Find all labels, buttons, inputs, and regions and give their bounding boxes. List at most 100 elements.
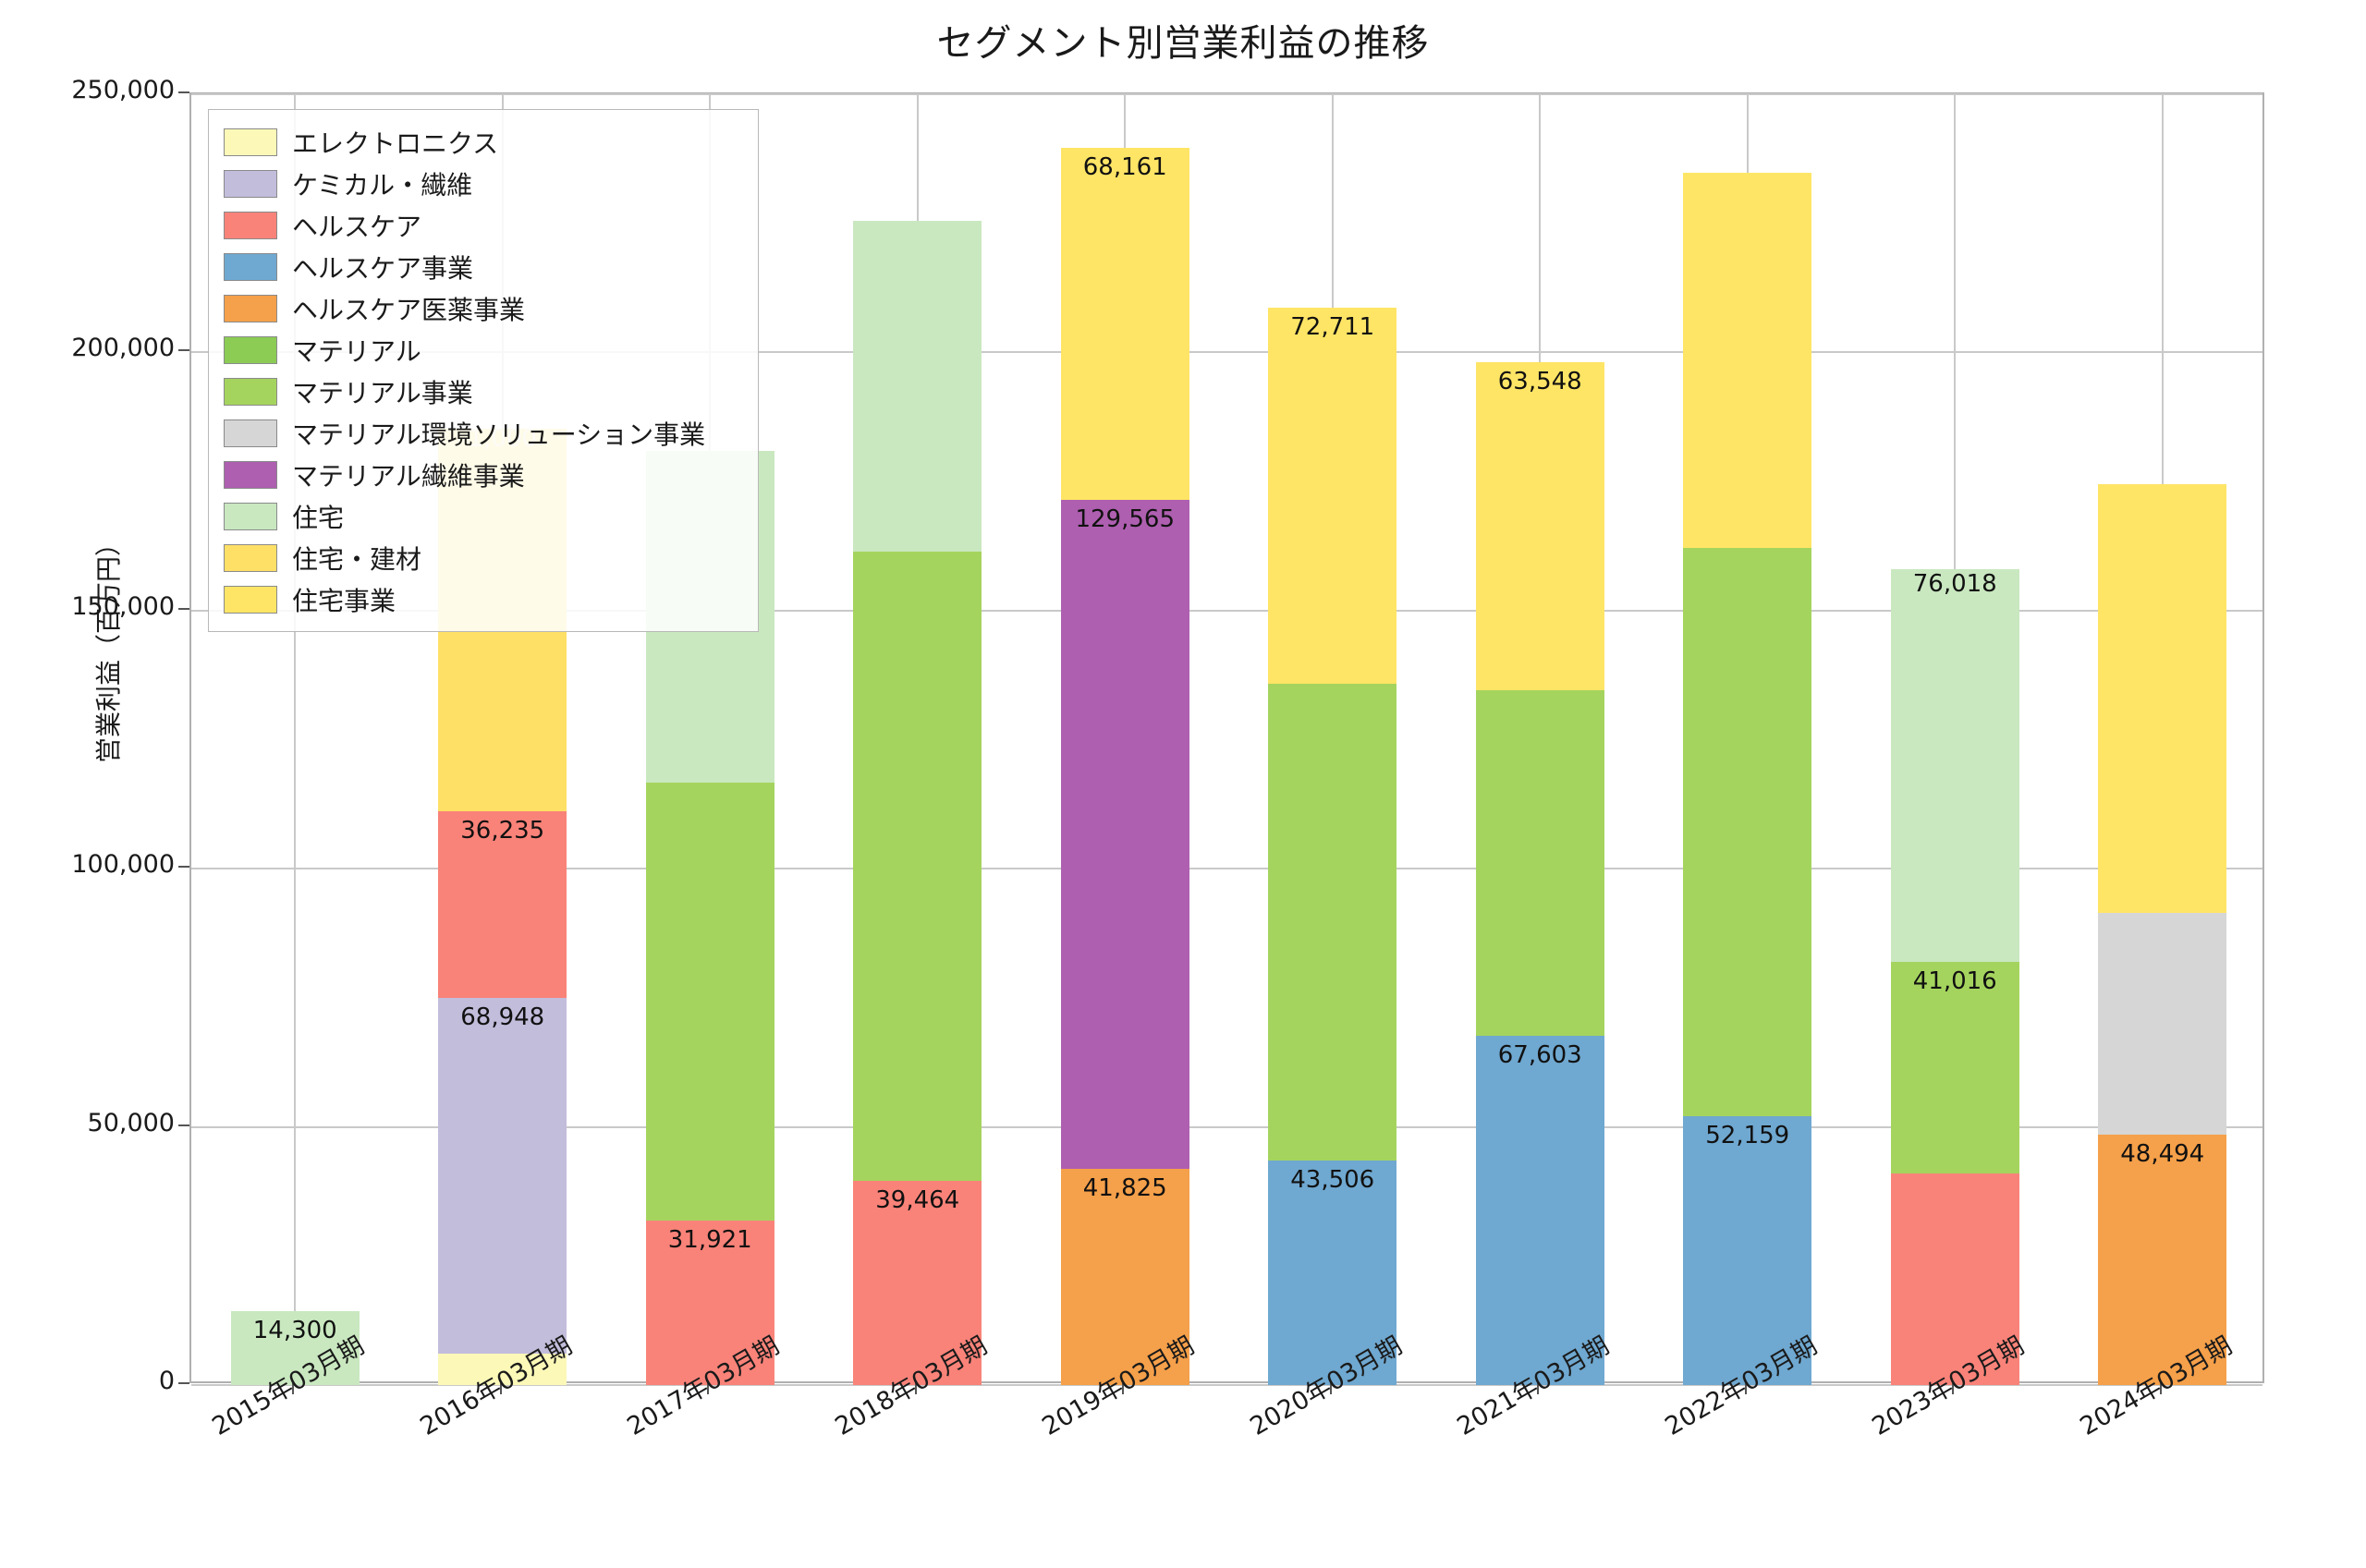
bar-segment	[1890, 1173, 2019, 1385]
bar-segment	[853, 1181, 982, 1385]
y-axis-tick-label: 250,000	[71, 76, 175, 104]
legend-item: 住宅	[224, 495, 743, 537]
bar-value-label: 14,300	[252, 1317, 337, 1345]
legend-item: マテリアル	[224, 329, 743, 371]
bar-value-label: 68,948	[460, 1003, 545, 1032]
bar-value-label: 63,548	[1497, 367, 1582, 395]
y-axis-tick-label: 150,000	[71, 591, 175, 621]
bar-segment	[1683, 1115, 1812, 1385]
legend-label: マテリアル繊維事業	[292, 460, 525, 492]
legend-swatch	[224, 169, 277, 198]
legend-label: 住宅・建材	[292, 543, 422, 575]
bar-value-label: 67,603	[1497, 1041, 1582, 1070]
bar-segment	[1890, 568, 2019, 962]
x-axis-tick	[1952, 1383, 1955, 1394]
legend-swatch	[224, 128, 277, 156]
bar-segment	[2098, 483, 2227, 913]
x-axis-tick	[914, 1383, 917, 1394]
legend-swatch	[224, 419, 277, 447]
y-axis-tick	[178, 349, 189, 352]
x-axis-tick	[707, 1383, 710, 1394]
legend-label: マテリアル	[292, 335, 421, 367]
gridline-horizontal	[191, 93, 2262, 95]
y-axis-tick	[178, 866, 189, 869]
plot-area: 14,3001,00036,23568,94831,92139,46468,16…	[189, 92, 2264, 1386]
bar-value-label: 129,565	[1075, 505, 1175, 534]
legend-swatch	[224, 377, 277, 406]
bar-segment	[2098, 1135, 2227, 1385]
legend-item: エレクトロニクス	[224, 121, 743, 163]
bar-segment	[438, 810, 567, 999]
y-axis-tick-label: 50,000	[87, 1108, 175, 1137]
bar-segment	[1060, 1169, 1189, 1385]
y-axis-tick-label: 200,000	[71, 334, 175, 363]
legend-label: 住宅事業	[292, 585, 396, 616]
legend-item: ケミカル・繊維	[224, 163, 743, 204]
bar-value-label: 43,506	[1290, 1165, 1375, 1194]
legend-item: ヘルスケア医薬事業	[224, 287, 743, 329]
bar-value-label: 41,825	[1082, 1174, 1167, 1203]
y-axis-tick	[178, 91, 189, 93]
legend-swatch	[224, 294, 277, 322]
bar-value-label: 36,235	[460, 816, 545, 845]
gridline-horizontal	[191, 609, 2262, 612]
legend-label: ケミカル・繊維	[292, 169, 473, 201]
legend: エレクトロニクス ケミカル・繊維 ヘルスケア ヘルスケア事業 ヘルスケア医薬事業 マテリア…	[208, 109, 759, 632]
bar-value-label: 68,161	[1082, 153, 1167, 182]
legend-swatch	[224, 585, 277, 614]
x-axis-tick	[1329, 1383, 1332, 1394]
gridline-horizontal	[191, 868, 2262, 870]
legend-swatch	[224, 543, 277, 572]
bar-segment	[1268, 683, 1397, 1161]
legend-label: ヘルスケア	[292, 211, 422, 242]
legend-item: マテリアル事業	[224, 371, 743, 412]
legend-label: 住宅	[292, 502, 345, 533]
bar-segment	[230, 1311, 360, 1385]
gridline-horizontal	[191, 1125, 2262, 1128]
legend-item: 住宅・建材	[224, 537, 743, 578]
bar-value-label: 72,711	[1290, 313, 1375, 342]
legend-item: マテリアル繊維事業	[224, 454, 743, 495]
bar-segment	[1475, 1036, 1604, 1385]
bar-segment	[1683, 547, 1812, 1116]
y-axis-title: 営業利益（百万円）	[93, 529, 125, 764]
page-title: セグメント別営業利益の推移	[936, 22, 1430, 65]
bar-segment	[645, 782, 774, 1221]
bar-segment	[1268, 308, 1397, 684]
legend-label: ヘルスケア医薬事業	[292, 294, 526, 325]
bar-value-label: 52,159	[1705, 1121, 1790, 1149]
x-axis-tick	[499, 1383, 502, 1394]
bar-segment	[1475, 689, 1604, 1037]
legend-swatch	[224, 211, 277, 239]
y-axis-tick-label: 0	[158, 1367, 175, 1395]
gridline-vertical	[294, 94, 297, 1381]
bar-value-label: 76,018	[1912, 569, 1997, 598]
legend-label: マテリアル環境ソリューション事業	[292, 419, 706, 450]
legend-item: マテリアル環境ソリューション事業	[224, 412, 743, 454]
bar-segment	[1683, 173, 1812, 548]
bar-value-label: 39,464	[875, 1186, 960, 1215]
bar-segment	[853, 551, 982, 1182]
bar-segment	[853, 221, 982, 552]
x-axis-tick	[1744, 1383, 1747, 1394]
bar-segment	[645, 1220, 774, 1385]
x-axis-tick	[2159, 1383, 2162, 1394]
x-axis-tick	[1537, 1383, 1540, 1394]
y-axis-tick	[178, 1382, 189, 1384]
bar-segment	[1268, 1160, 1397, 1385]
y-axis-tick-label: 100,000	[71, 850, 175, 880]
bar-segment	[438, 998, 567, 1355]
bar-value-label: 31,921	[667, 1225, 752, 1254]
bar-value-label: 41,016	[1912, 966, 1997, 995]
legend-swatch	[224, 460, 277, 489]
bar-segment	[1475, 361, 1604, 690]
y-axis-tick	[178, 1124, 189, 1126]
y-axis-tick	[178, 607, 189, 610]
legend-swatch	[224, 252, 277, 281]
bar-segment	[1060, 148, 1189, 501]
legend-label: ヘルスケア事業	[292, 252, 474, 284]
legend-label: マテリアル事業	[292, 377, 473, 408]
legend-item: ヘルスケア	[224, 204, 743, 246]
x-axis-tick	[1122, 1383, 1125, 1394]
bar-value-label: 48,494	[2120, 1140, 2205, 1168]
